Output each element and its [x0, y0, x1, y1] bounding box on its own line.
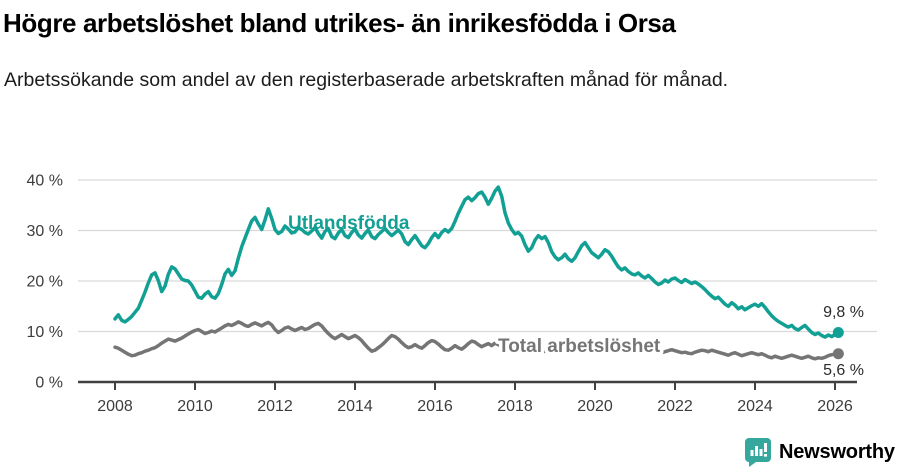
newsworthy-wordmark: Newsworthy — [779, 440, 895, 463]
series-lines — [113, 185, 844, 361]
x-axis — [78, 380, 857, 390]
y-tick-label: 30 % — [27, 223, 63, 240]
y-tick-label: 0 % — [35, 375, 63, 392]
x-tick-label: 2024 — [737, 398, 773, 415]
x-tick-label: 2008 — [97, 398, 133, 415]
x-tick-label: 2022 — [657, 398, 693, 415]
series-end-dot — [832, 348, 844, 360]
x-tick-label: 2010 — [177, 398, 213, 415]
x-tick-label: 2014 — [337, 398, 373, 415]
x-tick-label: 2020 — [577, 398, 613, 415]
newsworthy-logo[interactable]: Newsworthy — [744, 437, 895, 467]
x-tick-label: 2018 — [497, 398, 533, 415]
series-line-total arbetslöshet — [113, 320, 841, 361]
y-tick-label: 20 % — [27, 274, 63, 291]
newsworthy-icon — [745, 438, 771, 467]
x-tick-label: 2026 — [817, 398, 853, 415]
x-tick-label: 2012 — [257, 398, 293, 415]
series-line-utlandsfödda — [113, 185, 841, 339]
gridlines — [78, 179, 877, 333]
line-chart: 40 % 30 % 20 % 10 % 0 % Utlandsfödda Total a… — [27, 173, 877, 415]
y-axis-labels: 40 % 30 % 20 % 10 % 0 % — [27, 173, 63, 392]
series-label-utlandsfodda: Utlandsfödda — [288, 213, 410, 234]
end-value-total: 5,6 % — [823, 362, 864, 379]
series-label-total: Total arbetslöshet — [498, 336, 661, 357]
y-tick-label: 10 % — [27, 324, 63, 341]
series-end-dot — [832, 327, 844, 339]
page-title: Högre arbetslöshet bland utrikes- än inr… — [3, 8, 676, 38]
x-axis-labels: 2008 2010 2012 2014 2016 2018 2020 2022 2024 2026 — [97, 398, 853, 415]
end-value-utlandsfodda: 9,8 % — [823, 304, 864, 321]
mini-bar-chart — [750, 443, 767, 457]
x-tick-label: 2016 — [417, 398, 453, 415]
chart-subtitle: Arbetssökande som andel av den registerb… — [4, 69, 729, 91]
y-tick-label: 40 % — [27, 173, 63, 190]
